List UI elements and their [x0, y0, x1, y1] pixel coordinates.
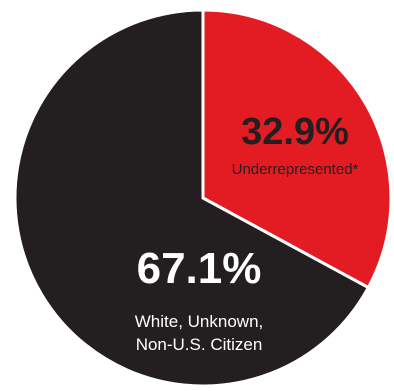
- pie-labels: 32.9% Underrepresented* 67.1% White, Unknow…: [135, 111, 359, 354]
- pie-slice-0: [201, 8, 393, 290]
- pie-slices: [13, 8, 393, 388]
- slice-category-label: White, Unknown,: [135, 312, 264, 331]
- slice-percent-label: 32.9%: [241, 111, 349, 153]
- slice-percent-label: 67.1%: [137, 244, 262, 293]
- pie-slice-1: [13, 8, 371, 388]
- slice-category-label: Non-U.S. Citizen: [136, 335, 263, 354]
- slice-category-label: Underrepresented*: [232, 161, 359, 178]
